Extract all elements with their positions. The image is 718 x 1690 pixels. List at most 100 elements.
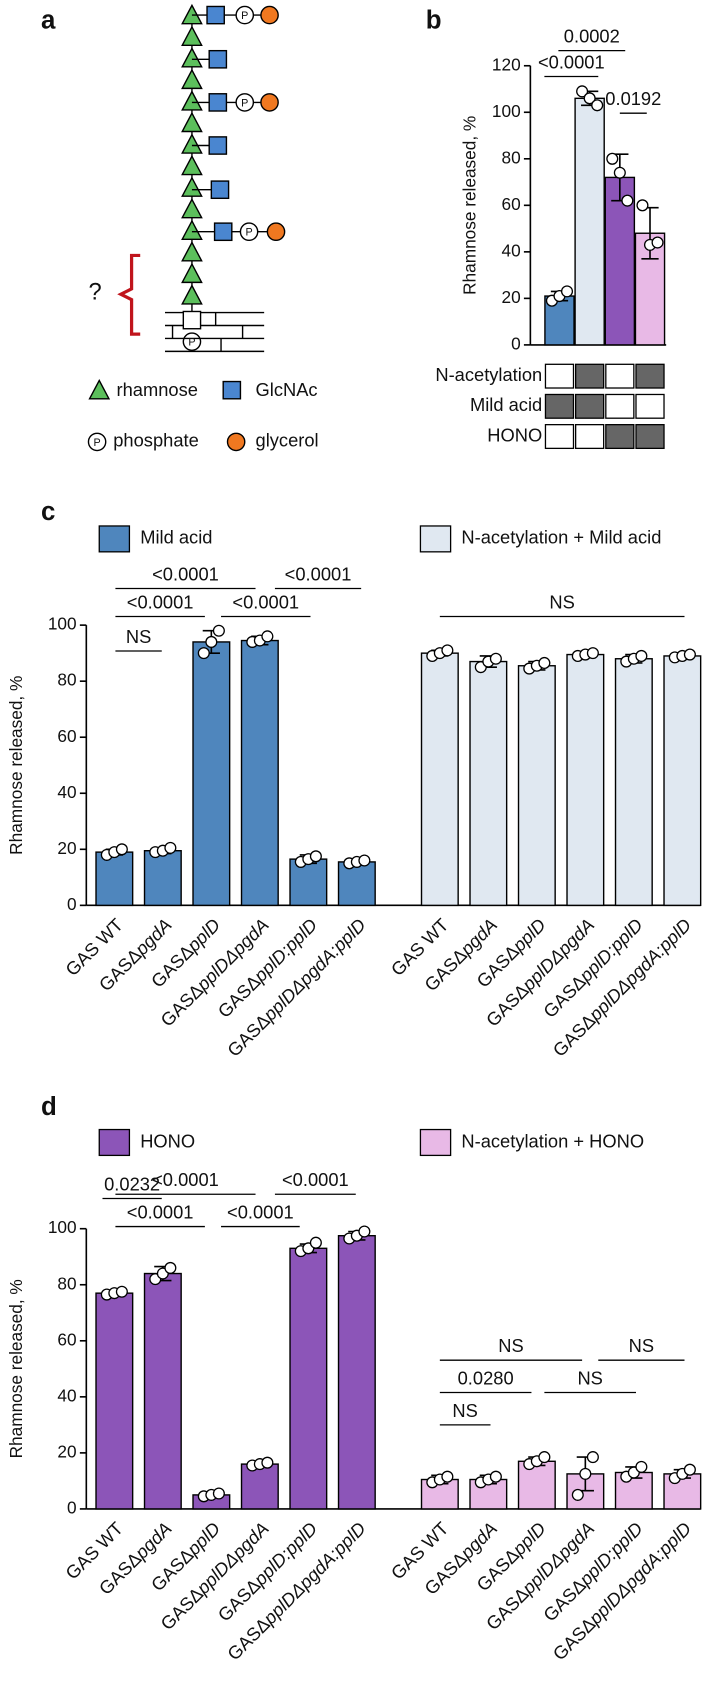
rhamnose [181,133,203,154]
y-tick-label: 60 [501,194,520,214]
condition-cell [544,363,575,389]
y-tick-label: 100 [48,614,77,634]
data-point [261,630,274,643]
y-tick-label: 40 [57,1385,76,1405]
data-point [571,1488,584,1501]
rhamnose [181,262,203,284]
data-point [538,656,551,669]
bar [420,652,459,907]
y-tick-label: 0 [511,333,521,353]
data-point [441,644,454,657]
data-point [309,850,322,863]
bar [544,295,575,346]
bar [95,851,134,907]
legend-swatch [419,525,452,553]
y-axis-label: Rhamnose released, % [6,676,26,855]
bar [337,1235,376,1510]
data-point [651,236,664,249]
panel-label: b [426,6,442,34]
data-point [586,1451,599,1464]
phosphate-symbol: P [245,227,252,239]
data-point [606,152,619,165]
significance-label: NS [629,1335,654,1356]
y-tick-label: 120 [492,54,521,74]
y-tick-label: 0 [67,894,77,914]
significance-label: 0.0192 [605,88,661,109]
data-point [115,843,128,856]
rhamnose [181,284,203,305]
bar [337,861,376,907]
y-tick-label: 40 [501,240,520,260]
y-tick-label: 20 [57,838,76,858]
data-point [621,194,634,207]
legend-label: N-acetylation + HONO [461,1130,644,1151]
rhamnose [181,90,203,111]
condition-cell [605,393,635,419]
phosphate-symbol: P [188,337,195,349]
legend-swatch [98,1128,131,1157]
rhamnose [181,68,203,90]
data-point [197,647,210,660]
bar [289,858,328,907]
data-point [583,92,596,105]
significance-label: <0.0001 [227,1201,294,1222]
condition-cell [574,393,605,419]
legend-label: Mild acid [140,527,212,548]
bar [517,1460,556,1510]
rhamnose [181,25,203,46]
significance-label: <0.0001 [152,563,219,584]
data-point [613,166,626,179]
significance-label: <0.0001 [538,51,605,72]
data-point [441,1470,454,1483]
condition-cell [635,363,665,389]
rhamnose [181,154,203,176]
diagram-legend [87,378,246,452]
significance-label: 0.0232 [104,1173,160,1194]
legend-label: GlcNAc [256,379,318,400]
condition-cell [635,424,665,450]
bar [240,1463,279,1510]
y-tick-label: 100 [48,1217,77,1237]
data-point [489,1470,502,1483]
data-point [635,1460,648,1473]
condition-cell [574,363,605,389]
data-point [212,624,225,637]
data-point [164,1261,177,1274]
legend-label: phosphate [113,430,199,451]
data-point [489,652,502,665]
data-point [591,99,604,112]
data-point [164,841,177,854]
data-point [261,1456,274,1469]
data-point [538,1451,551,1464]
legend-label: N-acetylation + Mild acid [461,527,661,548]
bar [143,850,182,907]
bar [566,653,605,907]
rhamnose [181,197,203,219]
significance-label: <0.0001 [127,1201,194,1222]
bar [240,639,279,907]
data-point [358,854,371,867]
significance-label: <0.0001 [152,1169,219,1190]
significance-label: 0.0002 [564,26,620,47]
data-point [358,1225,371,1238]
legend-label: glycerol [256,430,319,451]
panel-label: d [41,1093,57,1121]
legend-swatch [98,525,131,553]
data-point [576,85,589,98]
bar [192,641,231,907]
y-tick-label: 80 [57,1273,76,1293]
phosphate-symbol: P [241,10,248,22]
significance-label: <0.0001 [127,591,194,612]
rhamnose [181,241,203,262]
bar [289,1247,328,1510]
y-tick-label: 80 [501,147,520,167]
y-tick-label: 100 [492,101,521,121]
y-tick-label: 60 [57,1329,76,1349]
y-axis-label: Rhamnose released, % [6,1279,26,1458]
condition-label: Mild acid [470,394,542,415]
significance-label: 0.0280 [458,1367,514,1388]
rhamnose [181,219,203,240]
significance-label: <0.0001 [285,563,352,584]
rhamnose [181,111,203,133]
y-tick-label: 0 [67,1497,77,1517]
